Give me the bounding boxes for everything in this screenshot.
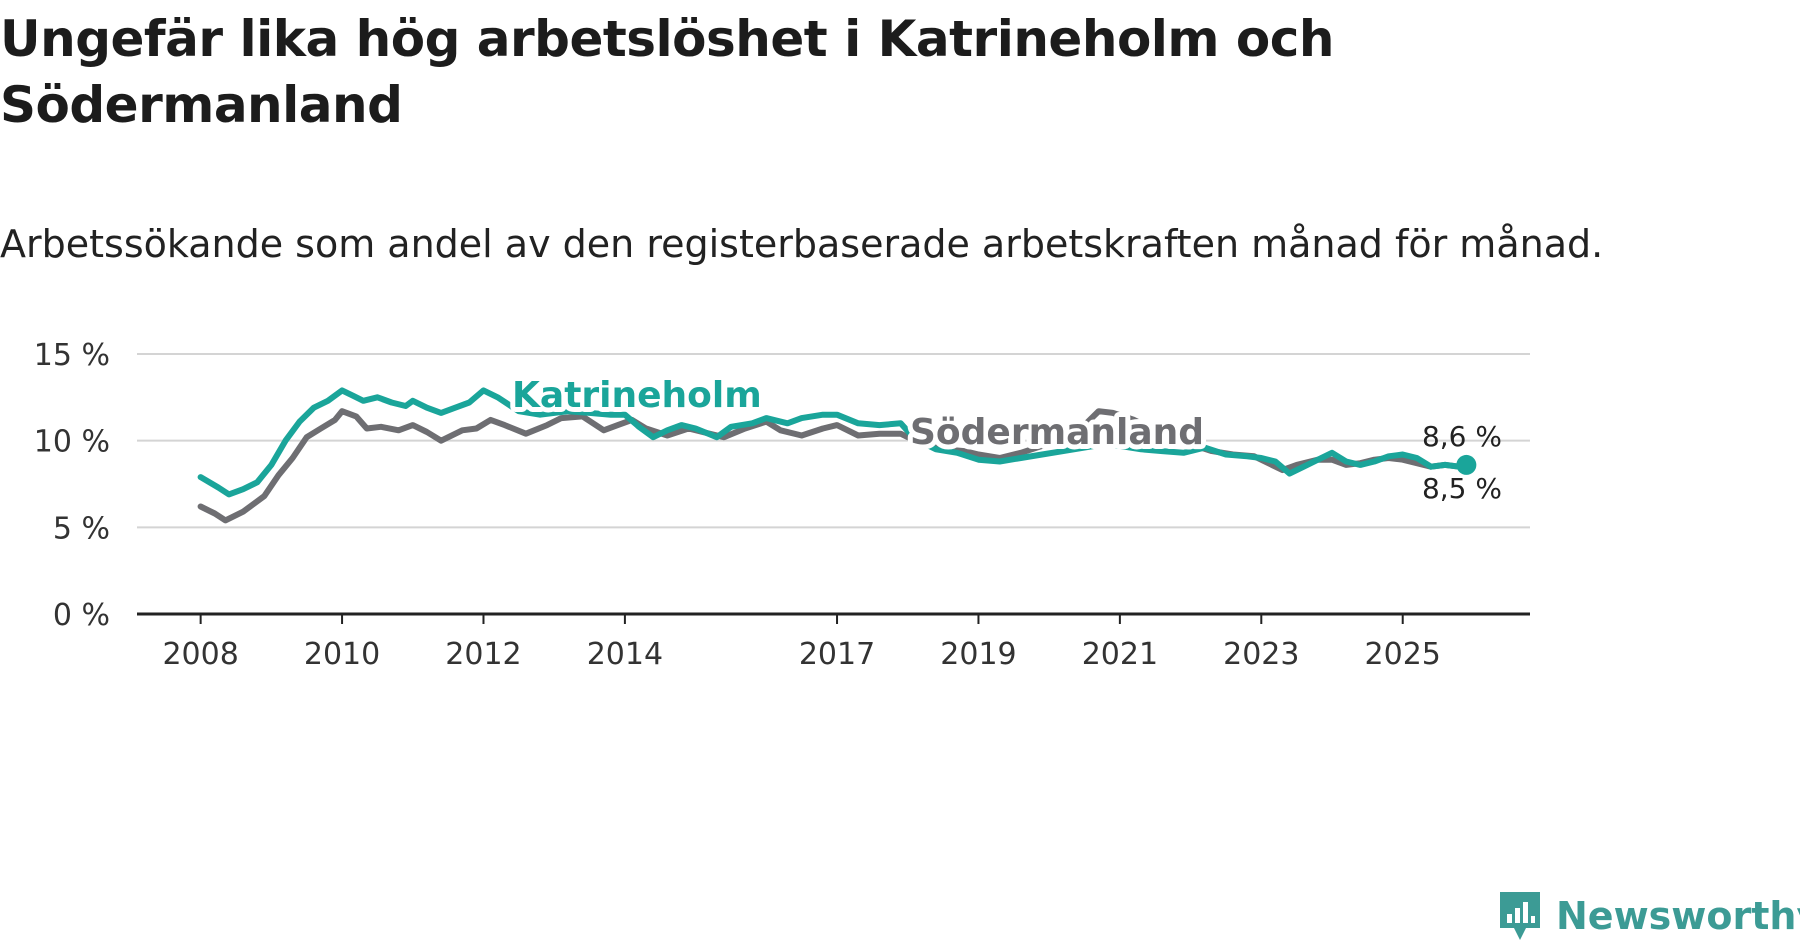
- newsworthy-logo-icon: [1500, 892, 1540, 940]
- x-tick-label: 2021: [1082, 637, 1158, 672]
- x-tick-label: 2017: [799, 637, 875, 672]
- page-title: Ungefär lika hög arbetslöshet i Katrineh…: [0, 10, 1335, 134]
- katrineholm-end-value: 8,6 %: [1422, 420, 1502, 453]
- y-axis-ticks: 0 % 5 % 10 % 15 %: [34, 338, 110, 633]
- line-chart: 0 %5 %10 %15 % 2008 2010 2012 2014 2017 2019 2…: [34, 338, 1530, 672]
- x-tick-label: 2010: [304, 637, 380, 672]
- grid-lines: [137, 353, 1530, 529]
- katrineholm-line: [197, 387, 1470, 498]
- sodermanland-line: [197, 408, 1470, 524]
- y-tick-label: 10 %: [34, 425, 110, 460]
- y-tick-label: 0 %: [53, 598, 110, 633]
- x-axis: 2008 2010 2012 2014 2017 2019 2021 2023 2025: [137, 612, 1530, 672]
- x-tick-label: 2014: [587, 637, 663, 672]
- newsworthy-logo: Newsworthy: [1496, 888, 1800, 944]
- y-tick-label: 15 %: [34, 338, 110, 373]
- x-tick-label: 2023: [1223, 637, 1299, 672]
- x-tick-label: 2008: [162, 637, 238, 672]
- x-tick-label: 2019: [940, 637, 1016, 672]
- brand-name: Newsworthy: [1556, 894, 1800, 938]
- series-labels: Katrineholm Södermanland 8,6 % 8,5 %: [507, 370, 1502, 505]
- sodermanland-end-value: 8,5 %: [1422, 472, 1502, 505]
- sodermanland-series-label: Södermanland: [910, 412, 1204, 453]
- katrineholm-series-label: Katrineholm: [512, 375, 762, 416]
- katrineholm-end-point: [1456, 454, 1477, 475]
- y-tick-label: 5 %: [53, 511, 110, 546]
- x-tick-label: 2012: [445, 637, 521, 672]
- chart-subtitle: Arbetssökande som andel av den registerb…: [0, 222, 1604, 266]
- series-lines: [197, 387, 1477, 524]
- x-tick-label: 2025: [1365, 637, 1441, 672]
